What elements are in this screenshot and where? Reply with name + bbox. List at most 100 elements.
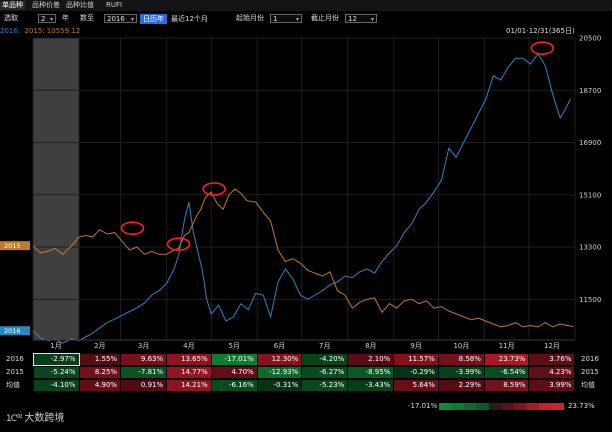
highlight-ellipse [120,221,145,236]
table-cell: -2.97% [32,353,80,366]
table-cell: -8.95% [348,367,394,378]
table-cell: 5.64% [394,380,438,391]
tab-product-ratio[interactable]: 品种比值 [66,1,94,9]
table-cell: 4.70% [211,367,257,378]
month-tick-label: 8月 [365,342,376,350]
legend-2016: 2016: [0,27,21,35]
calendar-year-button[interactable]: 日历年 [140,14,167,24]
chart-grid [32,37,576,340]
end-month-select[interactable]: 12 ▾ [345,14,377,23]
brand-logo: 1C⁰⁰ 大数跨境 [6,412,64,426]
end-year-value: 2016 [107,15,125,23]
product-tab-bar: 单品种 品种价差 品种比值 RUFI [0,0,612,11]
table-cell: 4.23% [529,367,575,378]
end-month-label: 截止月份 [311,14,339,22]
table-cell: -3.43% [348,380,394,391]
series-badge-2015 [0,241,30,251]
legend-2015: 2015: 10559.12 [24,27,81,35]
table-cell: 1.55% [79,354,121,365]
table-cell: 12.30% [257,354,302,365]
table-cell: 9.63% [121,354,167,365]
table-cell: 2.29% [438,380,484,391]
table-cell: 0.91% [121,380,167,391]
year-count-select[interactable]: 2 ▾ [38,14,56,23]
month-tick-label: 12月 [544,342,560,350]
table-cell: -7.81% [121,367,167,378]
january-highlight-band [33,38,80,340]
table-cell: -6.27% [302,367,348,378]
month-tick-label: 11月 [499,342,515,350]
month-tick-label: 1月 [50,342,61,350]
tab-single-product[interactable]: 单品种 [0,1,25,10]
series-line-2015 [32,188,574,328]
table-cell: -5.23% [302,380,348,391]
scale-min-label: -17.01% [408,402,438,410]
month-tick-label: 5月 [228,342,239,350]
table-cell: 8.58% [438,354,484,365]
y-tick-label: 15100 [579,191,601,199]
y-tick-label: 18700 [579,87,601,95]
month-tick-label: 4月 [183,342,194,350]
date-range-label: 01/01-12/31(365日) [506,27,575,35]
last-12-months-button[interactable]: 最近12个月 [171,15,208,23]
logo-text: 大数跨境 [24,413,65,424]
table-row-label-right: 均值 [581,381,595,389]
table-cell: 3.76% [529,354,575,365]
table-cell: -12.93% [257,367,302,378]
select-label: 选取 [4,14,18,22]
y-tick-label: 11500 [579,296,601,304]
table-cell: 2.10% [348,354,394,365]
y-tick-label: 20500 [579,35,601,43]
table-row-label: 均值 [6,381,20,389]
tab-rufi[interactable]: RUFI [106,1,123,9]
table-cell: -6.16% [211,380,257,391]
highlight-ellipse [530,41,555,55]
chart-axes: 11500 13300 15100 16900 18700 20500 2016 2015 1月… [0,35,601,350]
highlight-ellipse [166,237,191,251]
highlight-ellipse [202,182,226,196]
to-label: 数至 [80,14,94,22]
start-month-value: 1 [273,15,278,23]
table-cell: 8.59% [484,380,529,391]
table-cell: -3.99% [438,367,484,378]
chevron-down-icon: ▾ [370,16,374,23]
table-cell: 14.21% [167,380,211,391]
year-label: 年 [62,14,69,22]
table-cell: 14.77% [167,367,211,378]
series-line-2016 [32,53,571,344]
table-cell: -5.24% [33,367,79,378]
month-tick-label: 9月 [410,342,421,350]
table-cell: 8.25% [79,367,121,378]
table-cell: 11.57% [394,354,438,365]
table-row-label-right: 2016 [581,355,599,363]
table-row-label: 2016 [6,355,24,363]
table-cell: -17.01% [211,354,257,365]
table-cell: -0.31% [257,380,302,391]
table-cell: -6.54% [484,367,529,378]
series-badge-2016 [0,326,30,336]
chevron-down-icon: ▾ [295,16,299,23]
table-cell: -4.20% [302,354,348,365]
year-count-value: 2 [41,15,46,23]
month-tick-label: 2月 [94,342,105,350]
start-month-select[interactable]: 1 ▾ [270,14,302,23]
scale-max-label: 23.73% [568,402,595,410]
chevron-down-icon: ▾ [130,16,134,23]
month-tick-label: 10月 [453,342,469,350]
table-row-label-right: 2015 [581,368,599,376]
month-tick-label: 7月 [319,342,330,350]
y-tick-label: 13300 [579,244,601,252]
chart-plot [32,41,574,344]
table-row-label: 2015 [6,368,24,376]
table-cell: -4.10% [33,380,79,391]
toolbar: 选取 2 ▾ 年 数至 2016 ▾ 日历年 最近12个月 起始月份 1 ▾ 截止月份… [0,12,612,25]
logo-mark-icon: 1C⁰⁰ [6,414,22,424]
end-year-select[interactable]: 2016 ▾ [104,14,137,23]
month-tick-label: 6月 [274,342,285,350]
start-month-label: 起始月份 [236,14,264,22]
end-month-value: 12 [348,15,357,23]
chevron-down-icon: ▾ [49,16,53,23]
table-cell: 13.65% [167,354,211,365]
tab-product-spread[interactable]: 品种价差 [32,1,60,9]
